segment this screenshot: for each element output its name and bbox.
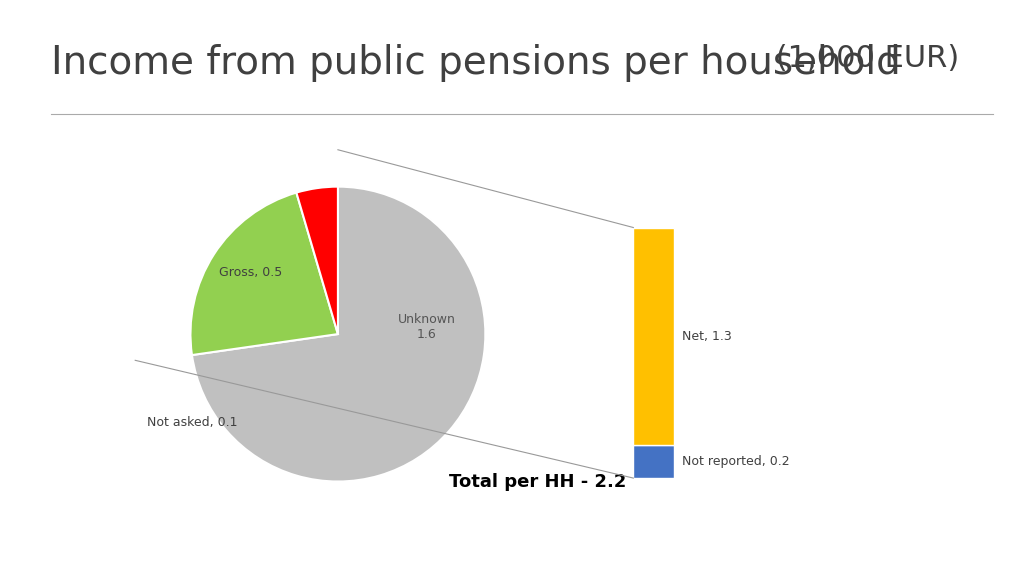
Text: Not asked, 0.1: Not asked, 0.1 bbox=[147, 416, 238, 429]
Bar bbox=[633, 445, 674, 478]
Text: Gross, 0.5: Gross, 0.5 bbox=[219, 266, 282, 279]
Text: Unknown
1.6: Unknown 1.6 bbox=[397, 313, 456, 341]
Text: Income from public pensions per household: Income from public pensions per househol… bbox=[51, 44, 901, 82]
Wedge shape bbox=[190, 192, 338, 355]
Text: Net, 1.3: Net, 1.3 bbox=[682, 329, 732, 343]
Wedge shape bbox=[296, 187, 338, 334]
Text: 13: 13 bbox=[986, 553, 1004, 567]
Text: Total per HH - 2.2: Total per HH - 2.2 bbox=[449, 473, 627, 491]
Text: (1,000 EUR): (1,000 EUR) bbox=[766, 44, 959, 73]
Bar bbox=[633, 228, 674, 445]
Text: Not reported, 0.2: Not reported, 0.2 bbox=[682, 455, 790, 468]
Wedge shape bbox=[191, 187, 485, 482]
